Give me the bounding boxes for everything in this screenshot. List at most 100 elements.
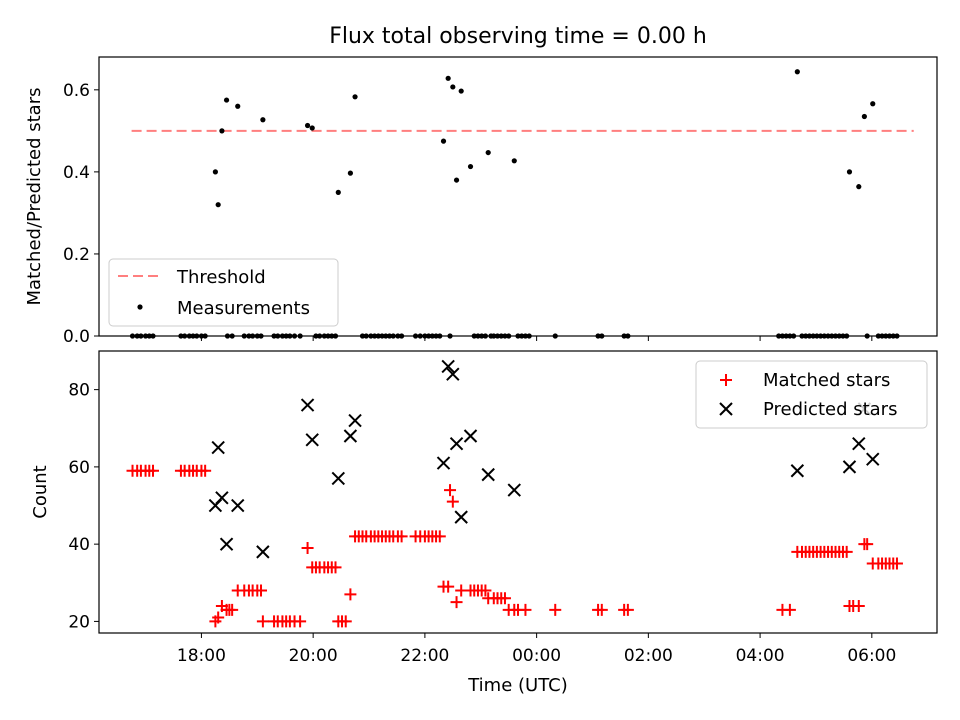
matched-star-point: [344, 588, 357, 601]
matched-star-point: [840, 545, 853, 558]
predicted-star-point: [446, 367, 460, 381]
measurement-point: [485, 149, 491, 156]
x-tick-label: 18:00: [177, 646, 226, 666]
matched-star-point: [549, 603, 562, 616]
bottom-axes-frame: [98, 350, 938, 634]
bottom-y-tick-label: 60: [68, 458, 90, 478]
matched-star-point: [444, 484, 457, 497]
matched-star-point: [442, 580, 455, 593]
measurement-point: [794, 69, 800, 75]
measurement-point: [445, 75, 451, 81]
top-panel: 0.0 0.2 0.4 0.6 Matched/Predicted stars Thr…: [24, 56, 938, 347]
top-y-tick-label: 0.0: [63, 327, 90, 347]
top-y-tick-label: 0.2: [63, 245, 90, 265]
predicted-star-point: [348, 413, 362, 428]
matched-star-point: [446, 495, 459, 508]
x-tick-label: 06:00: [847, 646, 896, 666]
measurement-point: [309, 125, 315, 131]
matched-star-point: [147, 464, 160, 477]
measurement-point: [453, 177, 460, 183]
predicted-star-point: [481, 467, 495, 482]
matched-star-point: [294, 615, 307, 628]
measurement-point: [467, 163, 474, 170]
predicted-star-point: [852, 437, 866, 451]
bottom-legend-box: [695, 360, 928, 429]
top-y-axis: 0.0 0.2 0.4 0.6: [63, 81, 99, 347]
top-axes-frame: [98, 56, 938, 337]
matched-star-point: [783, 603, 796, 616]
predicted-star-point: [343, 429, 358, 443]
matched-star-point: [890, 557, 903, 570]
measurement-point: [511, 158, 517, 164]
matched-star-point: [301, 542, 314, 555]
measurement-point: [219, 128, 225, 134]
matched-star-point: [479, 584, 492, 597]
matched-star-point: [329, 561, 342, 574]
matched-star-point: [519, 603, 532, 616]
bottom-y-label: Count: [30, 465, 51, 518]
predicted-star-point: [842, 460, 857, 474]
predicted-star-point: [790, 464, 805, 478]
predicted-star-point: [300, 398, 315, 412]
bottom-y-tick-label: 80: [68, 381, 90, 401]
predicted-star-point: [219, 537, 234, 551]
measurement-point: [347, 170, 353, 176]
x-tick-label: 20:00: [289, 646, 338, 666]
bottom-plot-area: [126, 359, 903, 628]
matched-legend-swatch: [720, 374, 732, 386]
bottom-y-tick-label: 20: [68, 612, 90, 632]
predicted-star-point: [331, 471, 346, 486]
measurement-point: [235, 103, 241, 109]
matched-star-point: [199, 464, 212, 477]
top-y-label: Matched/Predicted stars: [24, 88, 45, 306]
top-x-ticks: [200, 336, 873, 341]
matched-star-point: [498, 592, 511, 605]
predicted-star-point: [256, 545, 270, 559]
measurement-point: [260, 117, 266, 123]
bottom-legend: Matched stars Predicted stars: [695, 360, 928, 429]
matched-star-point: [339, 615, 352, 628]
measurement-point: [870, 101, 876, 107]
measurement-point: [223, 97, 230, 103]
measurement-point: [440, 138, 447, 144]
predicted-star-point: [866, 452, 880, 466]
measurement-point: [861, 113, 867, 120]
matched-star-point: [861, 538, 874, 551]
figure-title: Flux total observing time = 0.00 h: [329, 24, 707, 49]
predicted-legend-label: Predicted stars: [763, 399, 897, 420]
x-tick-label: 00:00: [512, 646, 561, 666]
top-y-tick-label: 0.6: [63, 81, 90, 101]
predicted-star-point: [211, 440, 225, 455]
threshold-legend-label: Threshold: [176, 267, 266, 288]
predicted-star-point: [231, 498, 245, 513]
matched-legend-label: Matched stars: [763, 370, 890, 391]
measurement-point: [304, 122, 311, 129]
matched-star-point: [595, 603, 608, 616]
measurement-point: [856, 184, 862, 190]
top-legend: Threshold Measurements: [108, 258, 339, 327]
predicted-star-point: [449, 437, 464, 451]
measurement-point: [335, 189, 341, 195]
matched-star-point: [433, 530, 446, 543]
matched-star-point: [852, 599, 865, 612]
matched-star-point: [212, 611, 225, 624]
matched-star-point: [621, 603, 634, 616]
measurements-legend-label: Measurements: [177, 298, 310, 319]
measurement-point: [215, 202, 221, 208]
measurements-legend-swatch: [137, 304, 143, 310]
x-tick-label: 04:00: [736, 646, 785, 666]
bottom-y-tick-label: 40: [68, 535, 90, 555]
matched-star-point: [226, 603, 239, 616]
predicted-star-point: [215, 491, 229, 505]
measurement-point: [450, 84, 456, 90]
top-legend-box: [108, 258, 339, 327]
x-tick-label: 22:00: [400, 646, 449, 666]
measurement-point: [352, 94, 358, 100]
bottom-panel: 20 40 60 80 Count 18:00 20:00 22:00 00:00 02:00…: [30, 350, 938, 696]
top-y-tick-label: 0.4: [63, 163, 90, 183]
matched-star-point: [395, 530, 408, 543]
predicted-star-point: [441, 359, 455, 374]
matched-star-point: [450, 596, 463, 609]
